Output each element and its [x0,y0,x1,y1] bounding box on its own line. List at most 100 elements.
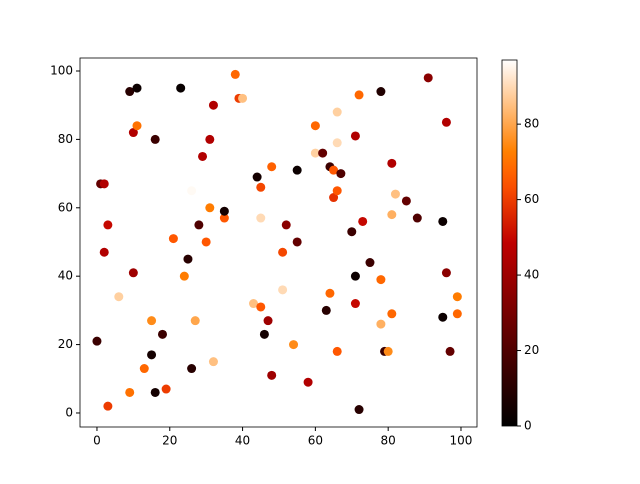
point [332,138,342,148]
x-tick-label: 100 [450,434,473,448]
point [452,309,462,319]
point [438,216,448,226]
point [132,121,142,131]
point [347,227,357,237]
point [99,247,109,257]
point [92,336,102,346]
point [387,210,397,220]
point [147,350,157,360]
point [412,213,422,223]
point [354,405,364,415]
point [289,340,299,350]
point [161,384,171,394]
point [383,346,393,356]
point [114,292,124,302]
point [147,316,157,326]
point [310,121,320,131]
point [230,69,240,79]
x-tick-label: 20 [162,434,177,448]
point [292,165,302,175]
x-tick-label: 0 [93,434,101,448]
y-tick-label: 100 [50,63,73,77]
point [248,299,258,309]
point [165,158,175,168]
point [103,401,113,411]
y-tick-label: 0 [65,405,73,419]
point [168,234,178,244]
point [259,329,269,339]
point [321,305,331,315]
point [325,288,335,298]
point [128,268,138,278]
point [376,87,386,97]
point [263,316,273,326]
point [256,213,266,223]
point [194,220,204,230]
point [329,165,339,175]
point [208,357,218,367]
point [318,148,328,158]
point [336,169,346,179]
point [176,83,186,93]
point [238,93,248,103]
point [278,247,288,257]
point [332,107,342,117]
colorbar-tick-label: 80 [524,117,539,131]
point [219,213,229,223]
point [267,370,277,380]
y-tick-label: 40 [58,269,73,283]
point [139,364,149,374]
point [329,193,339,203]
point [452,292,462,302]
point [198,151,208,161]
point [292,237,302,247]
point [401,196,411,206]
point [350,271,360,281]
point [219,206,229,216]
point [183,254,193,264]
x-tick-label: 60 [308,434,323,448]
x-tick-label: 40 [235,434,250,448]
point [125,387,135,397]
colorbar-tick-label: 0 [524,419,532,433]
point [125,87,135,97]
point [278,285,288,295]
point [390,189,400,199]
point [354,90,364,100]
point [150,387,160,397]
point [157,329,167,339]
point [187,364,197,374]
point [350,299,360,309]
point [376,275,386,285]
colorbar [501,59,518,427]
point [441,117,451,127]
point [332,346,342,356]
point [387,309,397,319]
point [281,220,291,230]
y-tick-label: 20 [58,337,73,351]
point [187,186,197,196]
point [201,237,211,247]
point [256,302,266,312]
point [128,128,138,138]
point [387,158,397,168]
point [252,172,262,182]
point [205,203,215,213]
point [208,100,218,110]
point [376,319,386,329]
point [150,134,160,144]
point [103,220,113,230]
point [179,271,189,281]
point [303,377,313,387]
x-tick-label: 80 [381,434,396,448]
point [310,148,320,158]
y-tick-label: 60 [58,200,73,214]
point [132,83,142,93]
point [441,268,451,278]
plot-area [79,57,478,428]
point [256,182,266,192]
point [350,131,360,141]
point [365,258,375,268]
point [358,216,368,226]
